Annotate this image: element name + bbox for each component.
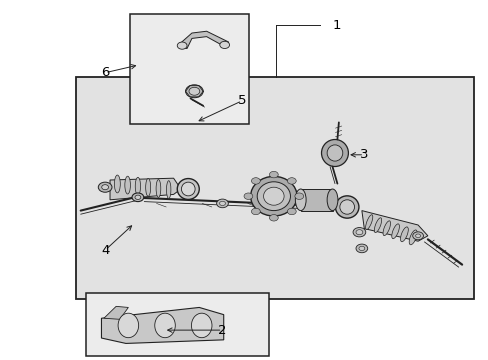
Circle shape bbox=[189, 87, 200, 95]
Circle shape bbox=[102, 185, 108, 190]
Text: 6: 6 bbox=[101, 66, 109, 79]
Circle shape bbox=[355, 244, 367, 253]
Circle shape bbox=[177, 42, 186, 49]
Polygon shape bbox=[104, 306, 128, 319]
Circle shape bbox=[244, 193, 252, 199]
Ellipse shape bbox=[263, 187, 284, 205]
Ellipse shape bbox=[124, 176, 130, 194]
Circle shape bbox=[352, 228, 365, 237]
Ellipse shape bbox=[250, 176, 297, 216]
Bar bbox=[85, 293, 268, 356]
Ellipse shape bbox=[382, 221, 390, 236]
Ellipse shape bbox=[295, 189, 305, 211]
Circle shape bbox=[269, 215, 278, 221]
Circle shape bbox=[98, 182, 112, 192]
Ellipse shape bbox=[408, 230, 416, 245]
Ellipse shape bbox=[118, 313, 139, 338]
Text: 2: 2 bbox=[218, 324, 226, 337]
Circle shape bbox=[269, 171, 278, 178]
Circle shape bbox=[287, 178, 296, 184]
Ellipse shape bbox=[365, 215, 372, 230]
Ellipse shape bbox=[114, 175, 120, 193]
Text: 1: 1 bbox=[332, 19, 340, 32]
Circle shape bbox=[251, 178, 260, 184]
Ellipse shape bbox=[326, 145, 342, 161]
Circle shape bbox=[219, 41, 229, 49]
Polygon shape bbox=[361, 211, 427, 241]
Ellipse shape bbox=[181, 182, 195, 196]
Ellipse shape bbox=[391, 224, 399, 239]
Text: 5: 5 bbox=[237, 94, 246, 107]
Ellipse shape bbox=[177, 179, 199, 199]
Ellipse shape bbox=[400, 227, 407, 242]
Circle shape bbox=[355, 230, 362, 235]
Circle shape bbox=[358, 246, 364, 251]
Ellipse shape bbox=[191, 313, 212, 338]
Polygon shape bbox=[180, 31, 228, 49]
Ellipse shape bbox=[257, 182, 290, 211]
Circle shape bbox=[216, 199, 228, 208]
Ellipse shape bbox=[335, 196, 358, 218]
Ellipse shape bbox=[154, 313, 175, 338]
Ellipse shape bbox=[326, 189, 337, 211]
Text: 3: 3 bbox=[359, 148, 368, 161]
Circle shape bbox=[185, 85, 203, 98]
Bar bbox=[300, 189, 332, 211]
Ellipse shape bbox=[135, 177, 140, 195]
Circle shape bbox=[412, 232, 423, 240]
Ellipse shape bbox=[156, 180, 161, 197]
Circle shape bbox=[415, 234, 420, 238]
Ellipse shape bbox=[374, 218, 381, 233]
Ellipse shape bbox=[166, 181, 171, 199]
Ellipse shape bbox=[321, 140, 347, 167]
Bar bbox=[129, 14, 249, 124]
Circle shape bbox=[251, 208, 260, 215]
Circle shape bbox=[132, 193, 143, 202]
Text: 4: 4 bbox=[101, 244, 109, 257]
Polygon shape bbox=[102, 307, 223, 343]
Circle shape bbox=[287, 208, 296, 215]
Circle shape bbox=[219, 201, 225, 206]
Ellipse shape bbox=[145, 179, 150, 196]
Bar bbox=[76, 77, 473, 299]
Ellipse shape bbox=[339, 200, 354, 214]
Polygon shape bbox=[110, 178, 181, 200]
Circle shape bbox=[294, 193, 303, 199]
Circle shape bbox=[135, 195, 141, 199]
